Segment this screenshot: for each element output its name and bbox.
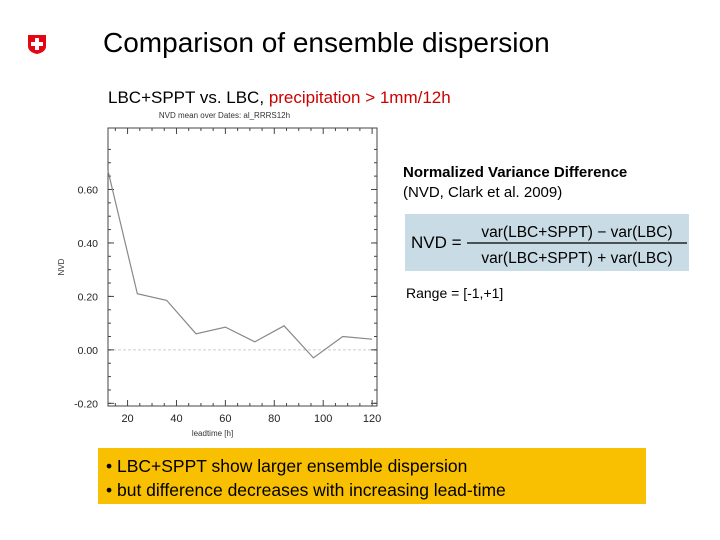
- bullet-item: • but difference decreases with increasi…: [106, 480, 506, 500]
- nvd-series-line: [107, 170, 373, 359]
- x-tick-label: 20: [121, 413, 133, 425]
- nvd-formula: NVD = var(LBC+SPPT) − var(LBC) var(LBC+S…: [405, 214, 689, 271]
- formula-lhs: NVD =: [411, 233, 462, 252]
- nvd-heading: Normalized Variance Difference: [403, 164, 628, 181]
- x-tick-label: 80: [268, 413, 280, 425]
- subtitle-condition: precipitation > 1mm/12h: [268, 88, 451, 107]
- y-tick-label: 0.60: [78, 184, 99, 196]
- x-tick-label: 120: [363, 413, 381, 425]
- conclusion-box: • LBC+SPPT show larger ensemble dispersi…: [98, 448, 646, 504]
- y-axis-label: NVD: [57, 258, 66, 275]
- formula-denominator: var(LBC+SPPT) + var(LBC): [481, 250, 672, 267]
- x-tick-label: 100: [314, 413, 332, 425]
- subtitle-separator: ,: [259, 88, 265, 107]
- x-axis-label: leadtime [h]: [192, 429, 233, 438]
- plot-frame: [107, 127, 378, 407]
- nvd-reference: (NVD, Clark et al. 2009): [403, 184, 563, 201]
- formula-numerator: var(LBC+SPPT) − var(LBC): [481, 224, 672, 241]
- nvd-range: Range = [-1,+1]: [406, 285, 504, 301]
- swiss-cross-logo-icon: [28, 35, 46, 54]
- page-title: Comparison of ensemble dispersion: [103, 27, 550, 58]
- bullet-item: • LBC+SPPT show larger ensemble dispersi…: [106, 456, 468, 476]
- x-tick-label: 60: [219, 413, 231, 425]
- chart-title: NVD mean over Dates: al_RRRS12h: [159, 111, 290, 120]
- y-tick-label: -0.20: [74, 398, 98, 410]
- y-tick-label: 0.00: [78, 345, 99, 357]
- nvd-line-chart: NVD mean over Dates: al_RRRS12h -0.20 0.00…: [57, 111, 381, 438]
- y-tick-label: 0.20: [78, 291, 99, 303]
- subtitle-comparison: LBC+SPPT vs. LBC: [108, 88, 260, 107]
- y-tick-label: 0.40: [78, 238, 99, 250]
- x-tick-label: 40: [170, 413, 182, 425]
- subtitle: LBC+SPPT vs. LBC, precipitation > 1mm/12…: [108, 88, 451, 108]
